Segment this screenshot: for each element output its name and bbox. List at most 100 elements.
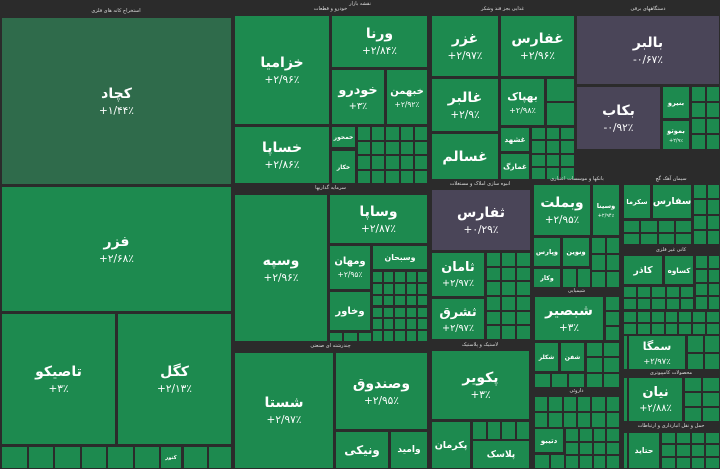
stock-name: بکاب xyxy=(602,102,635,119)
small-tile xyxy=(416,318,428,331)
small-tile xyxy=(691,86,706,102)
small-tile xyxy=(692,311,707,323)
stock-change: +۲/۹٪ xyxy=(450,108,480,121)
small-tile xyxy=(603,342,620,358)
stock-name: غالبر xyxy=(447,89,483,106)
stock-tile: ثشرق +۲/۹۷٪ xyxy=(431,298,485,340)
small-tile xyxy=(690,456,706,469)
stock-name: ونیکی xyxy=(344,443,380,457)
stock-tile: بموتو +۲/۹٪ xyxy=(662,120,690,150)
stock-tile: غالبر +۲/۹٪ xyxy=(431,78,499,132)
small-tile xyxy=(371,126,386,141)
stock-change: +۱/۴۴٪ xyxy=(99,104,134,117)
small-tile xyxy=(416,271,428,283)
stock-name: بهپاک xyxy=(507,89,538,103)
stock-name: کچاد xyxy=(101,85,132,102)
small-tile xyxy=(501,296,516,311)
small-tile xyxy=(343,332,358,342)
stock-name: شبصیر xyxy=(545,303,593,319)
small-tile xyxy=(416,294,428,307)
small-tile xyxy=(684,392,702,407)
stock-tile: غزر +۲/۹۷٪ xyxy=(431,15,499,77)
small-tile xyxy=(416,330,428,342)
small-tile xyxy=(501,421,516,440)
small-tile xyxy=(623,311,637,323)
small-tile xyxy=(657,220,675,233)
stock-tile: ورنا +۲/۸۴٪ xyxy=(331,15,428,68)
small-tile xyxy=(605,326,620,341)
small-tile xyxy=(372,282,384,295)
stock-name: وسینا xyxy=(596,201,616,210)
small-tile xyxy=(534,396,549,412)
small-tile xyxy=(690,432,706,445)
stock-name: غسالم xyxy=(442,148,488,165)
sector-label: بانکها و موسسات اعتباری xyxy=(550,176,604,182)
small-tile xyxy=(674,220,692,233)
stock-name: شفن xyxy=(564,353,581,361)
stock-tile: خکار xyxy=(331,150,356,184)
small-tile xyxy=(385,140,400,155)
small-tile xyxy=(534,454,550,469)
small-tile xyxy=(516,296,531,311)
small-tile xyxy=(706,229,720,245)
stock-name: سمگا xyxy=(642,339,672,353)
small-tile xyxy=(383,294,395,307)
stock-change: +۲/۹۵٪ xyxy=(364,394,399,407)
stock-tile: شبصیر +۳٪ xyxy=(534,296,604,341)
small-tile xyxy=(548,412,563,428)
small-tile xyxy=(603,372,620,388)
small-tile xyxy=(703,352,720,370)
small-tile xyxy=(531,140,546,154)
small-tile xyxy=(706,199,720,215)
small-tile xyxy=(577,396,592,412)
small-tile xyxy=(578,441,593,456)
stock-change: +۲/۸۷٪ xyxy=(361,222,396,235)
small-tile xyxy=(684,407,702,422)
stock-name: نیان xyxy=(642,385,669,400)
small-tile xyxy=(133,446,160,469)
sector-label: حمل و نقل انبارداری و ارتباطات xyxy=(637,423,705,429)
stock-change: +۲/۹۷٪ xyxy=(442,322,474,334)
small-tile xyxy=(692,323,707,335)
stock-change: +۲/۹۷٪ xyxy=(266,414,302,426)
small-tile xyxy=(675,444,691,457)
small-tile xyxy=(623,323,637,335)
stock-tile: ونیکی xyxy=(335,431,389,469)
small-tile xyxy=(562,396,577,412)
stock-name: کگل xyxy=(160,363,189,380)
sector-label: دستگاههای برقی xyxy=(630,6,666,12)
small-tile xyxy=(531,166,546,180)
stock-tile: سکرما xyxy=(623,184,651,219)
stock-name: غمارگ xyxy=(503,162,527,171)
small-tile xyxy=(623,432,628,469)
small-tile xyxy=(705,102,720,118)
small-tile xyxy=(357,155,372,170)
small-tile xyxy=(576,268,591,288)
stock-name: خساپا xyxy=(261,139,303,156)
stock-name: کساوه xyxy=(667,265,691,275)
stock-name: ونوین xyxy=(566,248,586,256)
stock-tile: وکار xyxy=(533,268,561,288)
stock-tile: پکویر +۳٪ xyxy=(431,350,530,420)
stock-name: وبملت xyxy=(540,194,584,211)
small-tile xyxy=(706,323,720,335)
small-tile xyxy=(383,318,395,331)
stock-name: ثفارس xyxy=(457,204,505,221)
stock-name: ورنا xyxy=(365,26,394,42)
small-tile xyxy=(405,282,417,295)
stock-change: +۲/۹۵٪ xyxy=(544,213,580,226)
small-tile xyxy=(674,232,692,245)
small-tile xyxy=(383,330,395,342)
small-tile xyxy=(675,432,691,445)
stock-tile: سمگا +۲/۹۷٪ xyxy=(628,335,686,370)
small-tile xyxy=(486,252,501,267)
stock-tile: وسینا +۲/۹۴٪ xyxy=(592,184,620,236)
stock-tile: وپارس xyxy=(533,237,561,267)
stock-name: سکرما xyxy=(626,197,648,206)
stock-tile: شستا +۲/۹۷٪ xyxy=(234,352,334,469)
stock-change: +۳٪ xyxy=(348,100,368,112)
stock-name: شکلر xyxy=(538,353,555,361)
small-tile xyxy=(394,282,406,295)
small-tile xyxy=(357,332,372,342)
small-tile xyxy=(394,306,406,319)
